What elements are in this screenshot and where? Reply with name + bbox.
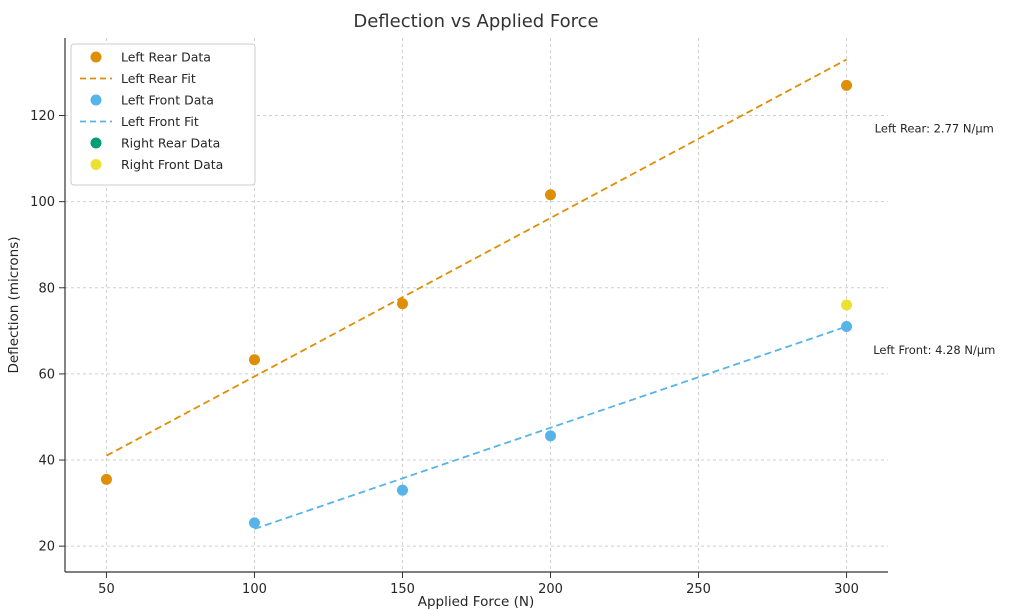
- legend-box: [70, 43, 256, 186]
- x-tick-label: 50: [98, 582, 115, 597]
- left-front-data-point: [545, 430, 557, 442]
- x-tick-label: 100: [242, 582, 267, 597]
- left-rear-data-point: [841, 79, 853, 91]
- x-tick-label: 200: [538, 582, 563, 597]
- axes-layer: 50 100 150 200 250 300 20 40 60 80 100 120: [30, 38, 888, 597]
- left-front-data-point: [248, 517, 260, 529]
- x-tick-label: 150: [390, 582, 415, 597]
- legend-marker: [90, 94, 102, 106]
- legend-marker: [90, 51, 102, 63]
- left-rear-fit-line: [106, 58, 847, 457]
- x-tick-label: 300: [834, 582, 859, 597]
- annotations: Left Rear: 2.77 N/μm Left Front: 4.28 N/μ…: [873, 121, 995, 357]
- legend: Left Rear Data Left Rear Fit Left Front Da…: [70, 43, 256, 186]
- x-tick-label: 250: [686, 582, 711, 597]
- left-rear-data-point: [396, 298, 408, 310]
- legend-marker: [90, 159, 102, 170]
- legend-label: Left Front Data: [121, 93, 214, 108]
- legend-label: Left Rear Data: [121, 50, 211, 65]
- series-layer: [100, 58, 853, 530]
- y-tick-label: 100: [30, 195, 55, 210]
- chart-title: Deflection vs Applied Force: [353, 11, 598, 32]
- left-front-data-point: [396, 484, 408, 496]
- legend-marker: [90, 137, 102, 149]
- y-tick-label: 120: [30, 109, 55, 124]
- left-rear-data-point: [100, 473, 112, 485]
- legend-label: Right Rear Data: [121, 136, 220, 151]
- y-tick-label: 80: [38, 281, 55, 296]
- annotation-text: Left Front: 4.28 N/μm: [873, 343, 995, 357]
- y-tick-label: 60: [38, 367, 55, 382]
- x-axis-label: Applied Force (N): [418, 594, 535, 610]
- legend-label: Left Rear Fit: [121, 71, 196, 86]
- legend-label: Right Front Data: [121, 157, 223, 172]
- grid-layer: [65, 38, 888, 572]
- annotation-text: Left Rear: 2.77 N/μm: [875, 121, 994, 135]
- left-front-fit-line: [254, 325, 847, 530]
- left-rear-data-point: [248, 354, 260, 366]
- y-axis-label: Deflection (microns): [6, 236, 22, 373]
- legend-label: Left Front Fit: [121, 114, 199, 129]
- y-tick-label: 40: [38, 454, 55, 469]
- left-rear-data-point: [545, 189, 557, 201]
- right-front-data-point: [841, 299, 853, 311]
- y-tick-label: 20: [38, 540, 55, 555]
- left-front-data-point: [841, 321, 853, 333]
